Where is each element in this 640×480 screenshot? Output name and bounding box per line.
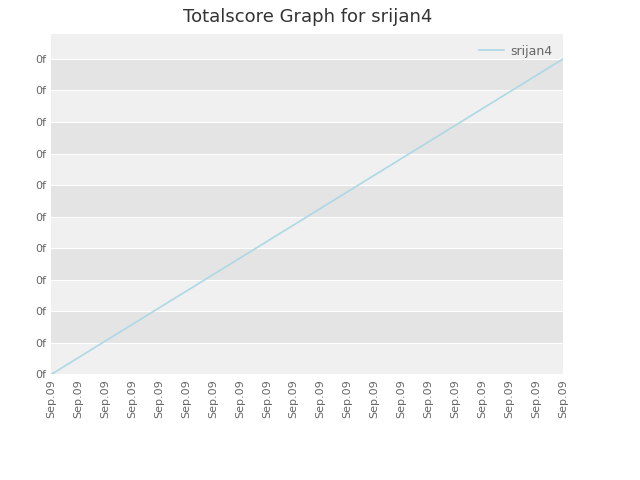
srijan4	[317, 205, 324, 211]
srijan4	[344, 189, 351, 194]
srijan4	[47, 372, 55, 377]
srijan4	[532, 72, 540, 78]
srijan4	[559, 56, 567, 62]
Bar	[51, 59, 563, 90]
Bar	[51, 312, 563, 343]
srijan4	[371, 172, 378, 178]
srijan4	[452, 122, 460, 128]
Bar	[51, 248, 563, 280]
srijan4	[479, 106, 486, 111]
srijan4	[263, 239, 271, 244]
Title: Totalscore Graph for srijan4: Totalscore Graph for srijan4	[182, 9, 432, 26]
Bar	[51, 185, 563, 216]
srijan4	[236, 255, 244, 261]
srijan4	[506, 89, 513, 95]
srijan4	[101, 338, 109, 344]
Legend: srijan4: srijan4	[474, 40, 557, 63]
srijan4	[290, 222, 298, 228]
srijan4	[397, 156, 405, 161]
srijan4	[74, 355, 82, 360]
srijan4	[155, 305, 163, 311]
srijan4	[424, 139, 432, 145]
Line: srijan4: srijan4	[51, 59, 563, 374]
Bar	[51, 280, 563, 312]
srijan4	[209, 272, 217, 277]
Bar	[51, 154, 563, 185]
Bar	[51, 343, 563, 374]
srijan4	[128, 322, 136, 327]
Bar	[51, 90, 563, 122]
Bar	[51, 122, 563, 154]
Bar	[51, 216, 563, 248]
srijan4	[182, 288, 190, 294]
